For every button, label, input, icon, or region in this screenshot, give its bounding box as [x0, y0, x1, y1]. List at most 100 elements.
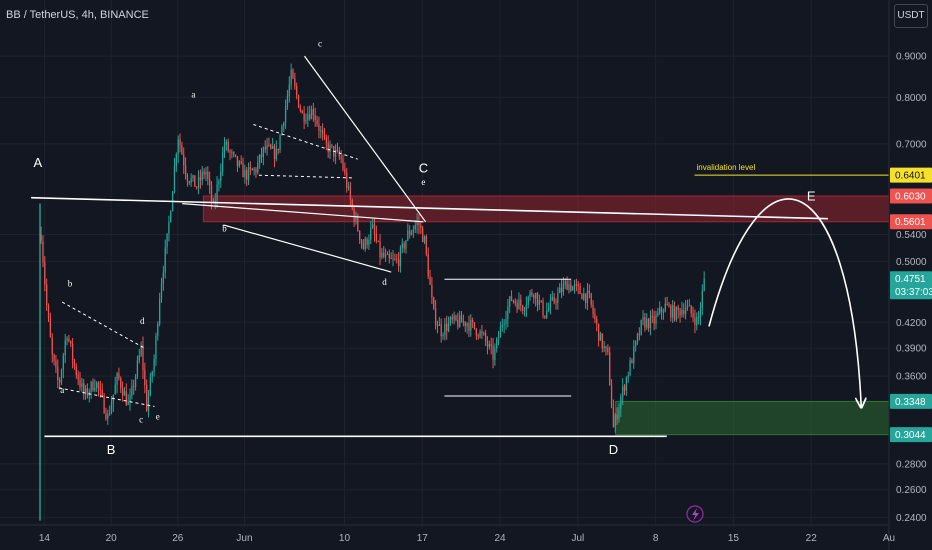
candle-body: [601, 333, 603, 349]
candle-body: [507, 306, 509, 320]
symbol-title[interactable]: BB / TetherUS, 4h, BINANCE: [6, 9, 149, 21]
gridlines: [0, 0, 890, 525]
candle-body: [42, 241, 44, 263]
candle-body: [566, 281, 568, 291]
candle-body: [542, 300, 544, 316]
price-tag-last[interactable]: [890, 271, 932, 300]
candle-body: [247, 167, 250, 180]
candle-body: [364, 238, 366, 250]
wave-label-A: A: [33, 155, 42, 170]
candle-body: [325, 137, 327, 143]
candle-body: [299, 107, 302, 111]
candle-body: [649, 316, 652, 329]
candle-body: [527, 296, 529, 305]
candle-body: [475, 328, 478, 336]
price-tag-support[interactable]: [890, 427, 932, 443]
candle-body: [579, 286, 581, 294]
candle-body: [555, 301, 557, 303]
lightning-icon[interactable]: [686, 505, 704, 523]
candle-body: [266, 144, 268, 150]
candle-body: [614, 414, 616, 428]
candle-body: [481, 331, 483, 333]
trendline-resistance: [31, 196, 828, 220]
x-tick-label: 26: [172, 533, 184, 544]
candle-body: [488, 344, 490, 347]
price-tag-support[interactable]: [890, 393, 932, 409]
price-tag-resistance[interactable]: [890, 188, 932, 204]
candle-body: [605, 346, 607, 349]
candle-body: [490, 344, 492, 347]
candle-body: [371, 224, 374, 228]
candle-body: [529, 292, 531, 297]
candle-body: [201, 171, 203, 181]
candle-body: [592, 304, 594, 314]
candle-body: [564, 281, 566, 285]
candle-body: [692, 313, 694, 318]
candle-body: [255, 168, 257, 173]
candle-body: [238, 161, 240, 166]
candle-body: [296, 85, 298, 96]
candle-body: [194, 175, 196, 187]
x-tick-label: 8: [653, 533, 659, 544]
invalidation-level-label: invalidation level: [697, 163, 756, 172]
wave-line-b-d: [223, 224, 392, 273]
candle-body: [312, 109, 315, 116]
candle-body: [681, 310, 683, 316]
candle-body: [484, 333, 487, 341]
candle-body: [379, 241, 381, 258]
candle-body: [425, 236, 427, 254]
candle-body: [421, 228, 424, 242]
candle-body: [483, 332, 485, 334]
candle-body: [449, 317, 452, 323]
candle-body: [120, 378, 122, 389]
candle-body: [340, 156, 342, 159]
candle-body: [660, 307, 663, 313]
candle-body: [288, 84, 290, 96]
price-tag-invalidation[interactable]: [890, 167, 932, 183]
candle-body: [114, 384, 116, 395]
candle-body: [71, 343, 74, 361]
price-tag-resistance[interactable]: [890, 214, 932, 230]
candle-body: [110, 403, 113, 414]
candle-body: [442, 334, 444, 337]
candle-body: [640, 319, 642, 335]
candle-body: [497, 337, 500, 339]
candle-body: [108, 413, 111, 415]
candle-body: [551, 296, 553, 300]
candle-body: [607, 348, 609, 353]
candle-body: [447, 322, 450, 331]
candle-body: [666, 303, 668, 306]
candle-body: [638, 333, 640, 335]
candle-body: [536, 293, 539, 305]
candle-body: [520, 299, 522, 306]
price-tag-label: 0.5601: [895, 217, 926, 228]
wave-label-c: c: [139, 415, 143, 425]
candle-body: [321, 130, 324, 134]
price-axis[interactable]: 0.9000 0.8000 0.7000 0.5400 0.5000 0.4200 0.39…: [888, 0, 932, 550]
candle-body: [157, 323, 159, 336]
candle-body: [346, 173, 348, 188]
candle-body: [353, 208, 355, 222]
candle-body: [168, 221, 170, 234]
candle-body: [53, 354, 55, 361]
currency-button[interactable]: USDT: [894, 4, 928, 28]
candle-body: [616, 414, 618, 420]
candle-body: [209, 178, 211, 186]
candle-body: [329, 144, 331, 153]
candle-body: [462, 321, 465, 323]
candle-body: [510, 296, 513, 301]
time-axis[interactable]: 14 20 26 Jun 10 17 24 Jul 8 15 22 Au: [0, 524, 895, 544]
candle-body: [668, 305, 670, 307]
candle-body: [236, 156, 239, 166]
wave-label-c: c: [318, 39, 322, 49]
candle-body: [392, 258, 394, 260]
candle-body: [294, 78, 296, 86]
wave-label-b: b: [68, 279, 73, 289]
candle-body: [262, 147, 265, 158]
candle-body: [473, 322, 476, 329]
candle-body: [83, 383, 85, 394]
candle-body: [544, 315, 546, 318]
candle-body: [144, 370, 146, 386]
candle-body: [540, 300, 542, 302]
